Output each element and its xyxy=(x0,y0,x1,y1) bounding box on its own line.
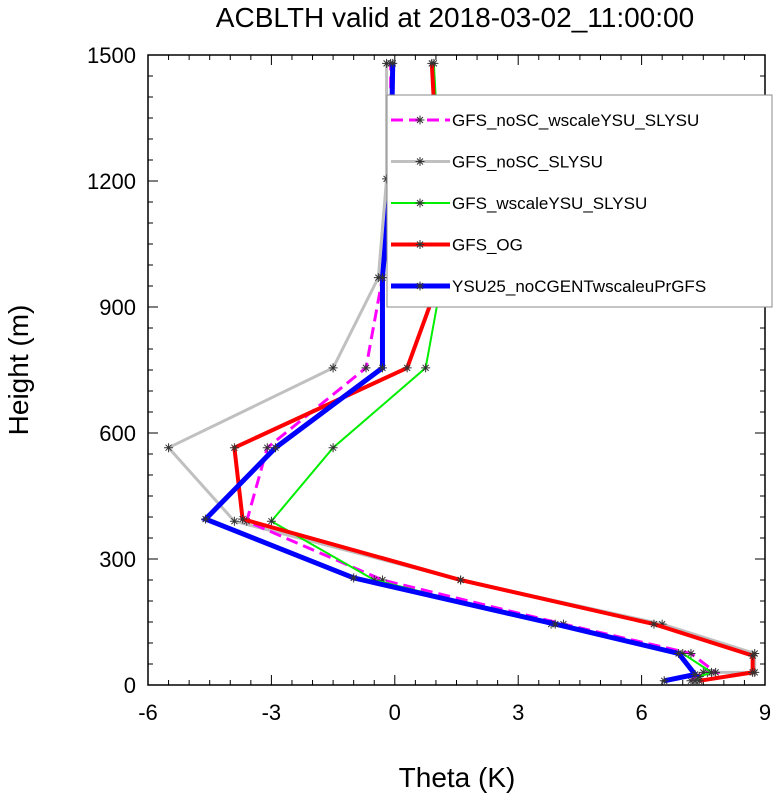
legend-marker xyxy=(415,157,425,166)
data-point-marker xyxy=(657,619,667,629)
data-point-marker xyxy=(748,651,758,661)
data-point-marker xyxy=(550,619,560,629)
data-point-marker xyxy=(266,516,276,526)
legend-box xyxy=(386,94,773,308)
data-point-marker xyxy=(328,443,338,453)
data-point-marker xyxy=(361,363,371,373)
legend-entry: GFS_wscaleYSU_SLYSU xyxy=(391,194,647,213)
legend-label: GFS_noSC_wscaleYSU_SLYSU xyxy=(452,111,699,130)
data-point-marker xyxy=(229,516,239,526)
data-point-marker xyxy=(377,363,387,373)
data-point-marker xyxy=(694,676,704,686)
data-point-marker xyxy=(377,575,387,585)
data-point-marker xyxy=(698,667,708,677)
data-point-marker xyxy=(349,573,359,583)
legend-label: GFS_OG xyxy=(452,236,523,255)
x-tick-label: -6 xyxy=(138,700,158,725)
data-point-marker xyxy=(328,363,338,373)
legend-marker xyxy=(415,281,425,291)
legend-entry: GFS_noSC_SLYSU xyxy=(391,153,603,172)
x-tick-label: 0 xyxy=(389,700,401,725)
data-point-marker xyxy=(707,667,717,677)
x-axis-title: Theta (K) xyxy=(399,762,516,793)
data-point-marker xyxy=(388,58,398,68)
data-point-marker xyxy=(271,443,281,453)
x-tick-label: -3 xyxy=(262,700,282,725)
legend-items: GFS_noSC_wscaleYSU_SLYSU GFS_noSC_SLYSU GF… xyxy=(391,111,706,296)
y-tick-labels: 0 300 600 900 1200 1500 xyxy=(87,43,136,698)
legend-marker xyxy=(415,115,425,125)
legend-label: GFS_wscaleYSU_SLYSU xyxy=(452,194,647,213)
data-point-marker xyxy=(690,670,700,679)
data-point-marker xyxy=(686,649,696,658)
y-tick-label: 1200 xyxy=(87,169,136,194)
data-point-marker xyxy=(201,514,211,524)
legend-marker xyxy=(415,240,425,249)
legend-entry: GFS_noSC_wscaleYSU_SLYSU xyxy=(391,111,699,130)
x-tick-labels: -6 -3 0 3 6 9 xyxy=(138,700,771,725)
legend-entry: YSU25_noCGENTwscaleuPrGFS xyxy=(391,277,706,296)
y-tick-label: 900 xyxy=(99,295,136,320)
data-point-marker xyxy=(674,649,684,658)
legend-label: YSU25_noCGENTwscaleuPrGFS xyxy=(452,277,706,296)
x-tick-label: 9 xyxy=(759,700,771,725)
data-point-marker xyxy=(229,443,239,453)
legend: GFS_noSC_wscaleYSU_SLYSU GFS_noSC_SLYSU GF… xyxy=(386,94,773,308)
data-point-marker xyxy=(369,575,379,585)
y-axis-title: Height (m) xyxy=(3,305,34,436)
legend-label: GFS_noSC_SLYSU xyxy=(452,153,603,172)
data-point-marker xyxy=(649,619,659,629)
x-tick-label: 3 xyxy=(512,700,524,725)
legend-marker xyxy=(415,198,425,208)
y-tick-label: 0 xyxy=(124,673,136,698)
chart-title: ACBLTH valid at 2018-03-02_11:00:00 xyxy=(216,2,694,33)
data-point-marker xyxy=(659,676,669,686)
data-point-marker xyxy=(748,667,758,677)
data-point-marker xyxy=(262,443,272,453)
data-point-marker xyxy=(238,514,248,524)
data-point-marker xyxy=(377,273,387,283)
data-point-marker xyxy=(456,575,466,585)
data-point-marker xyxy=(402,363,412,373)
y-tick-label: 300 xyxy=(99,547,136,572)
y-tick-label: 1500 xyxy=(87,43,136,68)
y-tick-label: 600 xyxy=(99,421,136,446)
data-point-marker xyxy=(421,363,431,373)
data-point-marker xyxy=(164,443,174,453)
x-tick-label: 6 xyxy=(635,700,647,725)
data-point-marker xyxy=(427,58,437,68)
legend-entry: GFS_OG xyxy=(391,236,523,255)
